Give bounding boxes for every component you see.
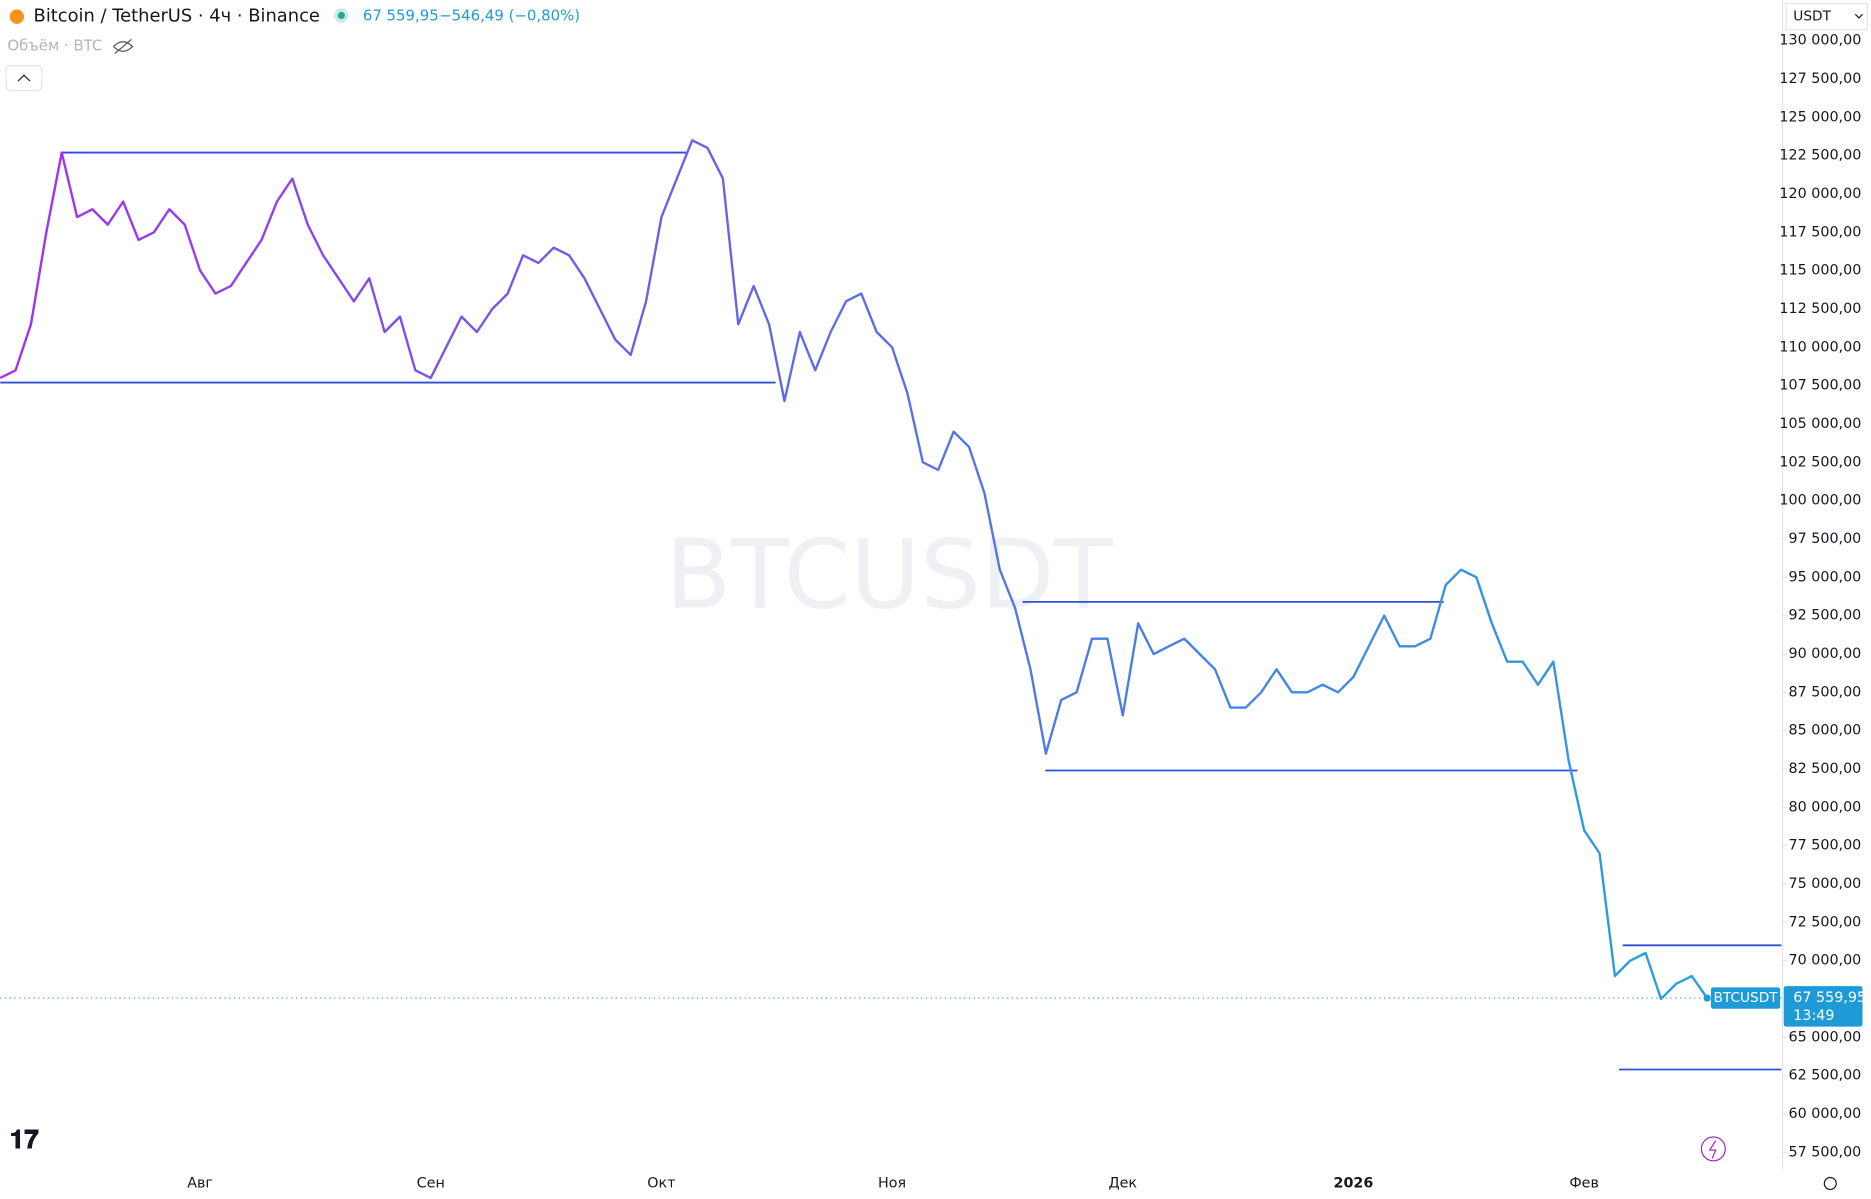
y-tick-label: 102 500,00 [1779,454,1861,470]
countdown: 13:49 [1793,1008,1834,1024]
x-tick-label: Фев [1569,1175,1599,1191]
y-tick-label: 72 500,00 [1789,914,1862,930]
price-tag-box [1710,987,1781,1009]
x-tick-label: Ноя [878,1175,906,1191]
y-tick-label: 97 500,00 [1789,531,1862,547]
y-tick-label: 112 500,00 [1779,301,1861,317]
price-label-box [1783,986,1863,1027]
change: −546,49 (−0,80%) [439,7,580,25]
y-tick-label: 87 500,00 [1789,684,1862,700]
y-tick-label: 70 000,00 [1789,953,1862,969]
y-tick-label: 60 000,00 [1789,1106,1862,1122]
y-tick-label: 62 500,00 [1789,1068,1862,1084]
y-tick-label: 65 000,00 [1789,1029,1862,1045]
y-tick-label: 127 500,00 [1779,71,1861,87]
x-tick-label: Авг [187,1175,213,1191]
currency: USDT [1793,9,1831,25]
price-label: 67 559,95 [1793,990,1866,1006]
volume-label: Объём · BTC [7,37,102,55]
last-point [1703,994,1711,1002]
price-tag: BTCUSDT [1713,990,1778,1006]
y-tick-label: 115 000,00 [1779,263,1861,279]
watermark: BTCUSDT [665,518,1113,630]
coin-icon [9,9,25,24]
y-tick-label: 95 000,00 [1789,569,1862,585]
last-price: 67 559,95 [363,7,439,25]
tv-logo: 𝟏𝟕 [10,1125,40,1155]
x-tick-label: 2026 [1334,1175,1374,1191]
x-tick-label: Сен [417,1175,445,1191]
y-tick-label: 125 000,00 [1779,109,1861,125]
y-tick-label: 77 500,00 [1789,838,1862,854]
hide-icon[interactable] [113,38,134,55]
y-tick-label: 107 500,00 [1779,378,1861,394]
x-tick-label: Дек [1108,1175,1137,1191]
y-tick-label: 82 500,00 [1789,761,1862,777]
y-tick-label: 75 000,00 [1789,876,1862,892]
y-tick-label: 122 500,00 [1779,148,1861,164]
currency-select[interactable] [1785,2,1868,31]
y-tick-label: 92 500,00 [1789,608,1862,624]
y-tick-label: 85 000,00 [1789,723,1862,739]
y-tick-label: 80 000,00 [1789,799,1862,815]
y-tick-label: 110 000,00 [1779,339,1861,355]
y-tick-label: 117 500,00 [1779,224,1861,240]
y-tick-label: 57 500,00 [1789,1144,1862,1160]
y-tick-label: 90 000,00 [1789,646,1862,662]
status-dot [337,11,345,20]
collapse-button[interactable] [5,65,43,92]
y-tick-label: 100 000,00 [1779,493,1861,509]
dropdown-icon [1854,13,1863,19]
y-tick-label: 130 000,00 [1779,33,1861,49]
y-tick-label: 120 000,00 [1779,186,1861,202]
x-tick-label: Окт [647,1175,675,1191]
flash-icon [1708,1140,1717,1159]
y-tick-label: 105 000,00 [1779,416,1861,432]
symbol: Bitcoin / TetherUS · 4ч · Binance [34,6,320,27]
flash-button[interactable] [1700,1136,1726,1162]
collapse-icon [17,74,31,82]
settings-button[interactable] [1823,1176,1837,1191]
price-line [0,139,1709,1001]
